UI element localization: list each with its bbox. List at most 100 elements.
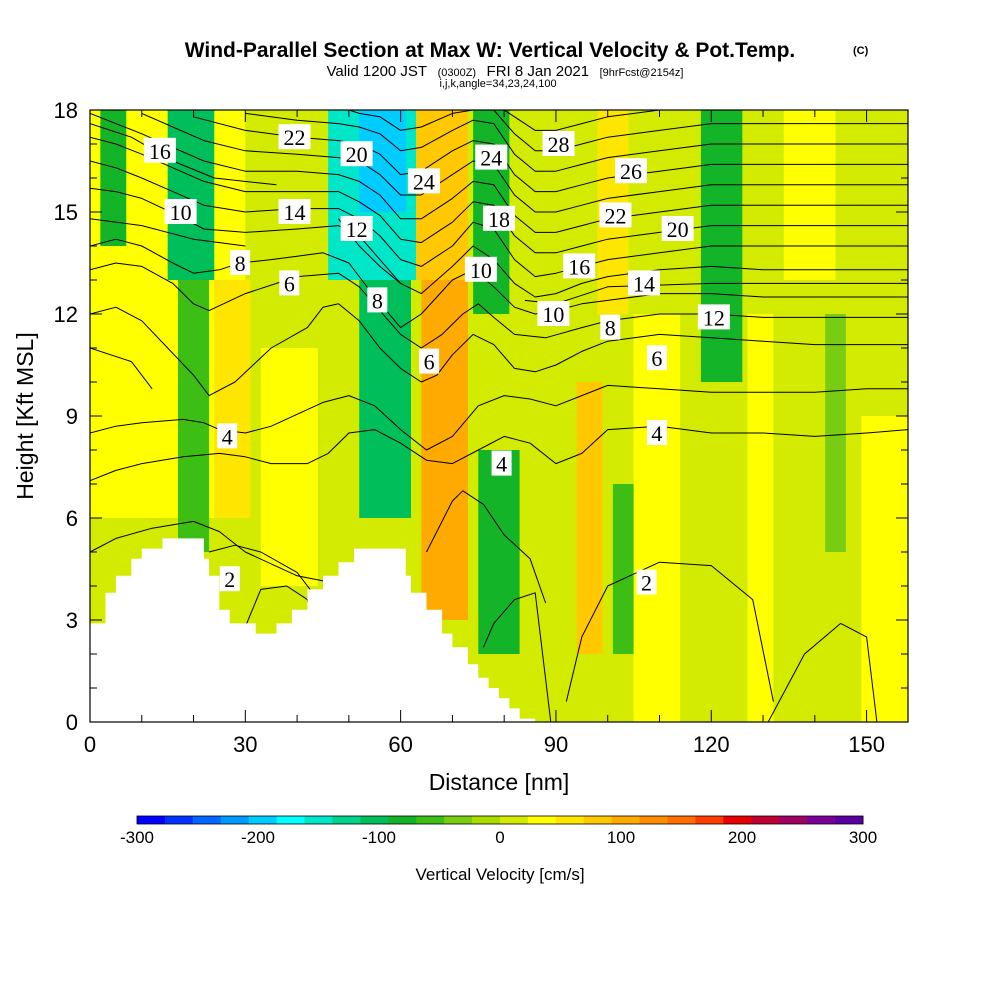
contour-label-text: 28 bbox=[548, 132, 570, 157]
contour-label-text: 18 bbox=[488, 207, 510, 232]
contour-label-text: 10 bbox=[170, 200, 192, 225]
velocity-zone-17 bbox=[576, 382, 603, 654]
subtitle-date: FRI 8 Jan 2021 bbox=[487, 63, 590, 80]
contour-label-text: 8 bbox=[235, 251, 246, 276]
contour-label-text: 16 bbox=[568, 254, 590, 279]
colorbar-tick-label: 100 bbox=[607, 828, 635, 847]
contour-label-10: 10 bbox=[464, 256, 497, 283]
y-axis-label: Height [Kft MSL] bbox=[12, 332, 38, 499]
colorbar-swatch bbox=[807, 816, 836, 824]
terrain-mask bbox=[90, 538, 536, 722]
colorbar-swatch bbox=[583, 816, 613, 824]
colorbar-frame bbox=[136, 815, 864, 825]
colorbar-swatch bbox=[444, 816, 473, 824]
velocity-zone-2 bbox=[214, 280, 251, 518]
contour-label-12: 12 bbox=[697, 304, 730, 330]
colorbar-swatch bbox=[695, 816, 724, 824]
contour-label-22: 22 bbox=[599, 202, 632, 228]
contour-label-24: 24 bbox=[475, 144, 508, 171]
colorbar-swatch bbox=[667, 816, 696, 824]
contour-label-text: 6 bbox=[284, 271, 295, 296]
contour-label-28: 28 bbox=[542, 131, 575, 157]
contour-label-text: 10 bbox=[542, 302, 564, 327]
contour-label-26: 26 bbox=[615, 158, 648, 184]
colorbar-tick-label: -200 bbox=[241, 828, 275, 847]
y-tick-label: 3 bbox=[66, 608, 78, 633]
contour-label-16: 16 bbox=[143, 137, 176, 164]
x-axis-label: Distance [nm] bbox=[429, 769, 570, 795]
contour-label-20: 20 bbox=[661, 216, 694, 242]
contour-label-14: 14 bbox=[627, 270, 660, 296]
colorbar-tick-label: 200 bbox=[728, 828, 756, 847]
colorbar-swatch bbox=[276, 816, 306, 824]
colorbar-swatch bbox=[220, 816, 250, 824]
theta-contour-12-13 bbox=[90, 160, 908, 278]
y-axis: 0 3 6 9 12 15 18 bbox=[54, 98, 908, 735]
contour-label-12: 12 bbox=[340, 216, 373, 242]
contour-label-8: 8 bbox=[600, 314, 621, 341]
colorbar-swatch bbox=[639, 816, 669, 824]
theta-contour-22-18 bbox=[245, 112, 908, 172]
contour-label-4: 4 bbox=[491, 450, 512, 477]
velocity-zone-13 bbox=[431, 348, 463, 518]
contour-label-22: 22 bbox=[278, 124, 311, 150]
velocity-zone-11 bbox=[416, 110, 468, 280]
colorbar-swatch bbox=[388, 816, 417, 824]
contour-label-2: 2 bbox=[636, 569, 657, 596]
y-tick-label: 6 bbox=[66, 506, 78, 531]
colorbar-swatch bbox=[304, 816, 333, 824]
y-tick-label: 15 bbox=[54, 200, 78, 225]
contour-label-text: 4 bbox=[651, 421, 662, 446]
x-tick-label: 30 bbox=[233, 732, 257, 757]
colorbar: -300 -200 -100 0 100 200 300 bbox=[120, 815, 877, 847]
contour-label-text: 22 bbox=[284, 125, 306, 150]
x-tick-label: 60 bbox=[388, 732, 412, 757]
velocity-zone-23 bbox=[783, 110, 836, 280]
colorbar-swatch bbox=[360, 816, 389, 824]
contour-label-6: 6 bbox=[419, 348, 440, 375]
theta-contour-10-12 bbox=[90, 187, 908, 298]
velocity-zone-15 bbox=[478, 450, 520, 654]
contour-label-4: 4 bbox=[217, 423, 238, 449]
x-axis: 0 30 60 90 120 150 bbox=[84, 110, 885, 757]
colorbar-tick-label: -100 bbox=[362, 828, 396, 847]
colorbar-tick-label: 0 bbox=[495, 828, 504, 847]
contour-label-16: 16 bbox=[563, 253, 596, 279]
y-tick-label: 9 bbox=[66, 404, 78, 429]
theta-contour-24-19 bbox=[348, 110, 908, 152]
contour-label-text: 14 bbox=[284, 200, 306, 225]
vertical-velocity-fill bbox=[90, 110, 908, 722]
theta-contour-26-20 bbox=[503, 110, 908, 131]
colorbar-label: Vertical Velocity [cm/s] bbox=[415, 865, 584, 884]
y-tick-label: 18 bbox=[54, 98, 78, 123]
theta-contour-2-3 bbox=[565, 561, 774, 702]
x-tick-label: 0 bbox=[84, 732, 96, 757]
theta-contour-5-8 bbox=[90, 384, 908, 451]
theta-contour-6-9 bbox=[90, 303, 908, 397]
velocity-zone-4 bbox=[178, 280, 210, 552]
contour-label-text: 4 bbox=[496, 452, 507, 477]
contour-label-text: 8 bbox=[372, 288, 383, 313]
contour-label-6: 6 bbox=[279, 270, 300, 296]
contour-label-text: 14 bbox=[633, 271, 655, 296]
theta-contour-7-10 bbox=[90, 262, 908, 349]
contour-label-8: 8 bbox=[367, 287, 388, 313]
colorbar-swatch bbox=[779, 816, 808, 824]
colorbar-swatch bbox=[137, 816, 166, 824]
contour-label-text: 6 bbox=[424, 350, 435, 375]
theta-contour-6-21 bbox=[90, 347, 153, 390]
contour-label-text: 6 bbox=[651, 346, 662, 371]
y-tick-label: 12 bbox=[54, 302, 78, 327]
theta-contour-2-2 bbox=[483, 592, 552, 722]
contour-label-10: 10 bbox=[537, 301, 570, 327]
theta-contour-14-14 bbox=[90, 136, 908, 254]
contour-label-text: 12 bbox=[703, 305, 725, 330]
contour-label-text: 12 bbox=[346, 217, 368, 242]
contour-label-4: 4 bbox=[646, 420, 667, 446]
colorbar-swatch bbox=[248, 816, 278, 824]
x-tick-label: 90 bbox=[544, 732, 568, 757]
colorbar-swatch bbox=[500, 816, 529, 824]
contour-label-text: 26 bbox=[620, 159, 642, 184]
